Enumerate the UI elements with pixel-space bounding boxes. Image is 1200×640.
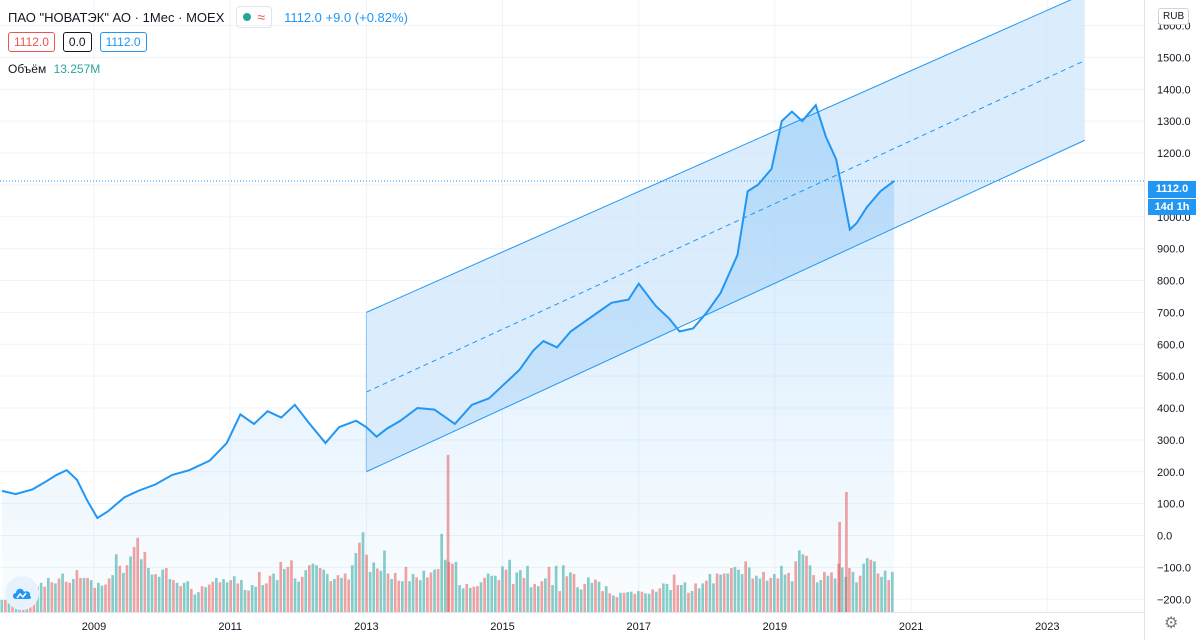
sell-price-box[interactable]: 1112.0 bbox=[8, 32, 55, 52]
y-tick-label: 1200.0 bbox=[1157, 148, 1191, 160]
last-price-label: 1112.0 bbox=[1148, 181, 1196, 198]
y-tick-label: 800.0 bbox=[1157, 276, 1185, 288]
chart-legend: ПАО "НОВАТЭК" АО · 1Мес · MOEX ≈ 1112.0 … bbox=[8, 6, 408, 28]
bid-ask-row: 1112.0 0.0 1112.0 bbox=[8, 32, 147, 52]
y-tick-label: 600.0 bbox=[1157, 339, 1185, 351]
x-tick-label: 2015 bbox=[490, 621, 514, 633]
settings-gear-icon[interactable]: ⚙ bbox=[1164, 615, 1179, 632]
y-tick-label: 0.0 bbox=[1157, 531, 1172, 543]
channel-middle-line bbox=[366, 60, 1085, 393]
y-tick-label: 300.0 bbox=[1157, 435, 1185, 447]
y-tick-label: 700.0 bbox=[1157, 307, 1185, 319]
volume-bar bbox=[0, 599, 4, 612]
y-tick-label: 1500.0 bbox=[1157, 52, 1191, 64]
y-tick-label: 900.0 bbox=[1157, 244, 1185, 256]
y-tick-label: 100.0 bbox=[1157, 499, 1185, 511]
spread-value: 0.0 bbox=[62, 32, 92, 52]
last-quote: 1112.0 +9.0 (+0.82%) bbox=[284, 9, 408, 25]
cloud-logo-icon bbox=[13, 588, 32, 599]
x-tick-label: 2019 bbox=[763, 621, 787, 633]
x-tick-label: 2023 bbox=[1035, 621, 1059, 633]
x-tick-label: 2021 bbox=[899, 621, 923, 633]
symbol-title[interactable]: ПАО "НОВАТЭК" АО · 1Мес · MOEX bbox=[8, 9, 225, 25]
y-tick-label: 500.0 bbox=[1157, 371, 1185, 383]
y-tick-label: −200.0 bbox=[1157, 594, 1191, 606]
y-tick-label: 1400.0 bbox=[1157, 84, 1191, 96]
y-tick-label: 400.0 bbox=[1157, 403, 1185, 415]
price-area-fill bbox=[2, 105, 895, 612]
y-tick-label: 1300.0 bbox=[1157, 116, 1191, 128]
y-tick-label: 200.0 bbox=[1157, 467, 1185, 479]
x-tick-label: 2017 bbox=[626, 621, 650, 633]
x-tick-label: 2013 bbox=[354, 621, 378, 633]
buy-price-box[interactable]: 1112.0 bbox=[99, 32, 147, 52]
market-status-box[interactable]: ≈ bbox=[236, 6, 273, 28]
volume-label: Объём bbox=[8, 62, 47, 76]
volume-legend: Объём 13.257M bbox=[8, 62, 100, 76]
x-tick-label: 2011 bbox=[218, 621, 242, 633]
channel-upper-line bbox=[366, 0, 1072, 313]
volume-value: 13.257M bbox=[53, 62, 101, 76]
market-open-dot-icon bbox=[243, 13, 252, 21]
tradingview-logo[interactable] bbox=[5, 576, 39, 610]
currency-badge[interactable]: RUB bbox=[1158, 8, 1190, 25]
bar-countdown-label: 14d 1h bbox=[1148, 199, 1196, 215]
price-line bbox=[1, 103, 895, 520]
wave-icon: ≈ bbox=[257, 9, 266, 25]
y-tick-label: −100.0 bbox=[1157, 562, 1191, 574]
x-tick-label: 2009 bbox=[82, 621, 106, 633]
